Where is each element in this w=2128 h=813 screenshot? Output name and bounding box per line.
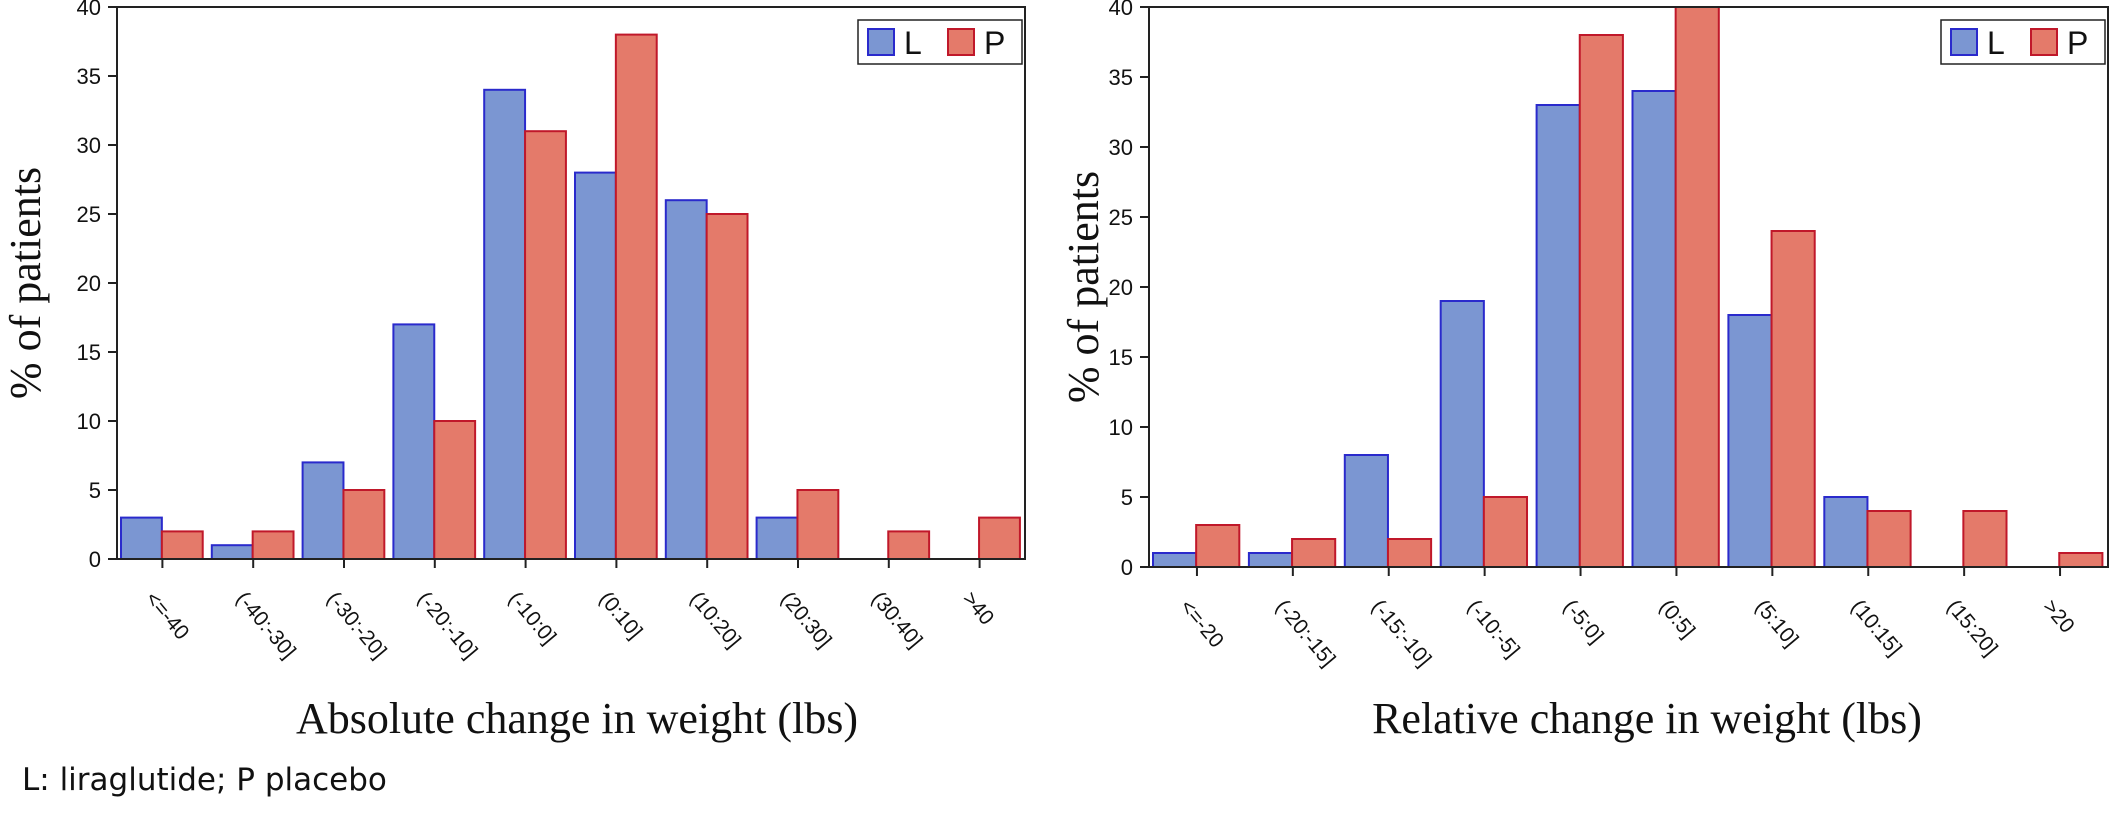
- bar-P-5: [1578, 34, 1624, 568]
- legend-label-L: L: [1987, 25, 2005, 61]
- bar-P-2: [251, 530, 295, 561]
- bar-P-9: [1962, 510, 2008, 568]
- bar-P-8: [796, 489, 840, 560]
- x-tick-label: (-15:-10]: [1367, 595, 1436, 671]
- x-axis-title: Absolute change in weight (lbs): [296, 694, 858, 743]
- x-tick-label: >40: [958, 587, 999, 629]
- y-tick-label: 35: [1109, 65, 1133, 90]
- y-tick-label: 15: [77, 340, 101, 365]
- bar-L-1: [120, 516, 163, 560]
- bar-P-3: [1386, 538, 1433, 568]
- bar-P-6: [1674, 6, 1720, 568]
- bar-L-5: [483, 88, 527, 561]
- x-tick-label: (-20:-10]: [413, 587, 482, 663]
- x-tick-label: (5:10]: [1751, 595, 1803, 651]
- x-tick-label: >20: [2038, 595, 2079, 637]
- y-tick-label: 40: [1109, 0, 1133, 20]
- bar-P-1: [1195, 524, 1241, 568]
- bar-L-8: [1823, 496, 1869, 568]
- bar-P-7: [1770, 230, 1816, 568]
- y-tick-label: 5: [1121, 485, 1133, 510]
- x-tick-label: (15:20]: [1942, 595, 2002, 660]
- bar-P-4: [1482, 496, 1529, 568]
- legend-swatch-P: [947, 28, 975, 56]
- plot-frame: [1148, 6, 2109, 568]
- legend-swatch-L: [867, 28, 895, 56]
- bar-L-1: [1152, 552, 1198, 568]
- y-tick-label: 15: [1109, 345, 1133, 370]
- footnote: L: liraglutide; P placebo: [22, 762, 387, 798]
- y-tick-label: 30: [1109, 135, 1133, 160]
- y-tick-label: 0: [89, 547, 101, 572]
- plot-frame: [116, 6, 1026, 560]
- bar-P-3: [342, 489, 386, 560]
- bar-L-7: [664, 199, 708, 560]
- y-axis-title: % of patients: [1059, 171, 1108, 403]
- y-tick-label: 25: [1109, 205, 1133, 230]
- bar-L-5: [1535, 104, 1581, 568]
- bar-L-3: [1343, 454, 1389, 568]
- y-axis-title: % of patients: [1, 167, 50, 399]
- bar-L-3: [301, 461, 345, 560]
- bar-L-2: [210, 544, 254, 561]
- legend-label-P: P: [984, 25, 1005, 61]
- bar-L-6: [1631, 90, 1677, 568]
- bar-P-8: [1866, 510, 1912, 568]
- x-tick-label: (-10:-5]: [1463, 595, 1524, 662]
- x-tick-label: (20:30]: [776, 587, 836, 652]
- x-tick-label: <=-40: [141, 587, 194, 644]
- y-tick-label: 20: [77, 271, 101, 296]
- y-tick-label: 5: [89, 478, 101, 503]
- bar-P-7: [705, 213, 749, 560]
- x-tick-label: (10:20]: [685, 587, 745, 652]
- y-tick-label: 0: [1121, 555, 1133, 580]
- legend-swatch-L: [1950, 28, 1978, 56]
- x-tick-label: (-10:0]: [504, 587, 561, 648]
- legend-label-L: L: [904, 25, 922, 61]
- x-tick-label: (-5:0]: [1559, 595, 1608, 647]
- bar-L-2: [1247, 552, 1294, 568]
- bar-P-2: [1291, 538, 1337, 568]
- bar-P-10: [978, 516, 1021, 560]
- x-tick-label: (-20:-15]: [1271, 595, 1340, 671]
- x-tick-label: (-40:-30]: [231, 587, 300, 663]
- bar-P-4: [433, 420, 477, 560]
- x-tick-label: (-30:-20]: [322, 587, 391, 663]
- bar-L-4: [1439, 300, 1485, 568]
- bar-P-9: [887, 530, 931, 561]
- chart-1: 0 5 10 15 20 25 30 35 40 <=-40 (-40:-30] (-30:-20] (…: [1, 0, 1026, 743]
- bar-P-10: [2058, 552, 2104, 568]
- y-tick-label: 10: [77, 409, 101, 434]
- bar-L-6: [574, 171, 617, 560]
- bar-L-8: [755, 516, 799, 560]
- x-tick-label: (10:15]: [1846, 595, 1906, 660]
- y-tick-label: 20: [1109, 275, 1133, 300]
- y-tick-label: 30: [77, 133, 101, 158]
- chart-2: 0 5 10 15 20 25 30 35 40 <=-20 (-20:-15] (-15:-10] (…: [1059, 0, 2109, 743]
- y-tick-label: 25: [77, 202, 101, 227]
- bar-P-1: [160, 530, 204, 561]
- x-tick-label: (30:40]: [867, 587, 927, 652]
- x-axis-title: Relative change in weight (lbs): [1372, 694, 1922, 743]
- bar-P-5: [524, 130, 567, 560]
- x-tick-label: <=-20: [1175, 595, 1228, 652]
- y-tick-label: 10: [1109, 415, 1133, 440]
- bar-P-6: [614, 33, 658, 561]
- y-tick-label: 40: [77, 0, 101, 20]
- x-tick-label: (0:10]: [595, 587, 647, 643]
- bar-L-4: [392, 323, 436, 560]
- legend-label-P: P: [2067, 25, 2088, 61]
- legend-swatch-P: [2030, 28, 2058, 56]
- y-tick-label: 35: [77, 64, 101, 89]
- x-tick-label: (0:5]: [1655, 595, 1700, 642]
- bar-L-7: [1727, 314, 1773, 568]
